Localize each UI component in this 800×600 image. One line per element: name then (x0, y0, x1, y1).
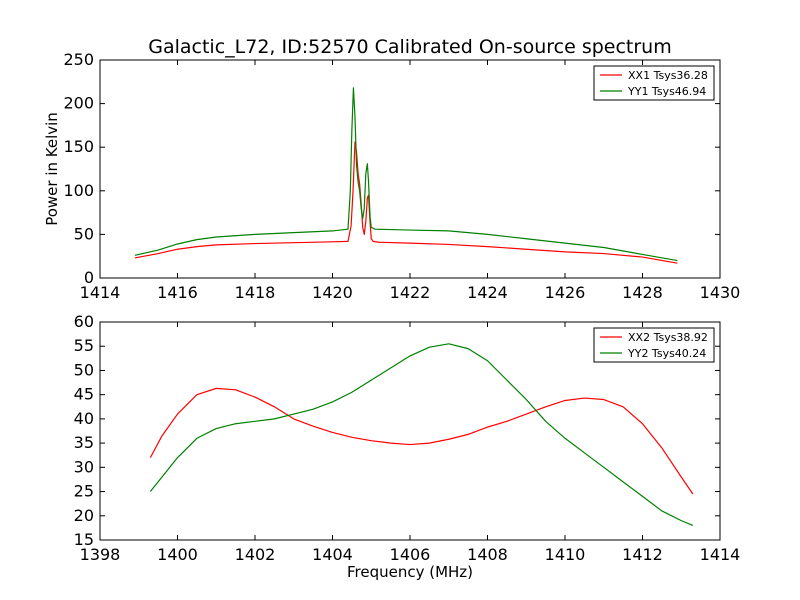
y-tick-label: 45 (74, 385, 94, 404)
x-tick-label: 1430 (700, 283, 741, 302)
y-tick-label: 50 (74, 224, 94, 243)
x-tick-label: 1416 (157, 283, 198, 302)
y-tick-label: 60 (74, 312, 94, 331)
y-tick-label: 35 (74, 433, 94, 452)
series-line-0 (149, 387, 694, 495)
bottom-panel-ticks: 1398 1400 1402 1404 1406 1408 1410 1412 1414 15 20… (74, 312, 741, 564)
y-tick-label: 25 (74, 482, 94, 501)
x-tick-label: 1424 (467, 283, 508, 302)
legend-box (593, 65, 715, 101)
legend-label-yy1: YY1 Tsys46.94 (627, 85, 706, 98)
bottom-panel: Frequency (MHz) 1398 1400 1402 1404 1406 1408… (74, 312, 741, 581)
legend-label-yy2: YY2 Tsys40.24 (627, 347, 706, 360)
y-tick-label: 150 (63, 137, 94, 156)
x-tick-label: 1398 (80, 545, 121, 564)
legend-label-xx2: XX2 Tsys38.92 (628, 331, 708, 344)
legend-label-xx1: XX1 Tsys36.28 (628, 69, 708, 82)
x-tick-label: 1428 (622, 283, 663, 302)
bottom-panel-xlabel: Frequency (MHz) (347, 563, 473, 581)
series-line-1 (149, 343, 694, 527)
x-tick-label: 1426 (545, 283, 586, 302)
x-tick-label: 1414 (700, 545, 741, 564)
series-line-1 (134, 87, 678, 262)
y-tick-label: 55 (74, 336, 94, 355)
top-panel-series (134, 87, 678, 264)
x-tick-label: 1406 (390, 545, 431, 564)
x-tick-label: 1404 (312, 545, 353, 564)
x-tick-label: 1402 (235, 545, 276, 564)
bottom-panel-series (149, 343, 694, 527)
figure-title: Galactic_L72, ID:52570 Calibrated On-sou… (148, 36, 671, 58)
top-panel: Power in Kelvin 1414 1416 1418 1420 1422 1424… (43, 50, 740, 302)
y-tick-label: 40 (74, 409, 94, 428)
bottom-panel-legend: XX2 Tsys38.92 YY2 Tsys40.24 (593, 327, 715, 363)
x-tick-label: 1420 (312, 283, 353, 302)
y-tick-label: 20 (74, 506, 94, 525)
top-panel-ticks: 1414 1416 1418 1420 1422 1424 1426 1428 1430 0 50 1… (63, 50, 740, 302)
top-panel-ylabel: Power in Kelvin (43, 112, 61, 226)
x-tick-label: 1412 (622, 545, 663, 564)
x-tick-label: 1408 (467, 545, 508, 564)
legend-box (593, 327, 715, 363)
series-line-0 (134, 141, 678, 264)
y-tick-label: 200 (63, 94, 94, 113)
y-tick-label: 15 (74, 530, 94, 549)
x-tick-label: 1414 (80, 283, 121, 302)
y-tick-label: 50 (74, 360, 94, 379)
y-tick-label: 30 (74, 457, 94, 476)
x-tick-label: 1410 (545, 545, 586, 564)
top-panel-legend: XX1 Tsys36.28 YY1 Tsys46.94 (593, 65, 715, 101)
x-tick-label: 1422 (390, 283, 431, 302)
y-tick-label: 0 (84, 268, 94, 287)
x-tick-label: 1400 (157, 545, 198, 564)
x-tick-label: 1418 (235, 283, 276, 302)
y-tick-label: 100 (63, 181, 94, 200)
y-tick-label: 250 (63, 50, 94, 69)
